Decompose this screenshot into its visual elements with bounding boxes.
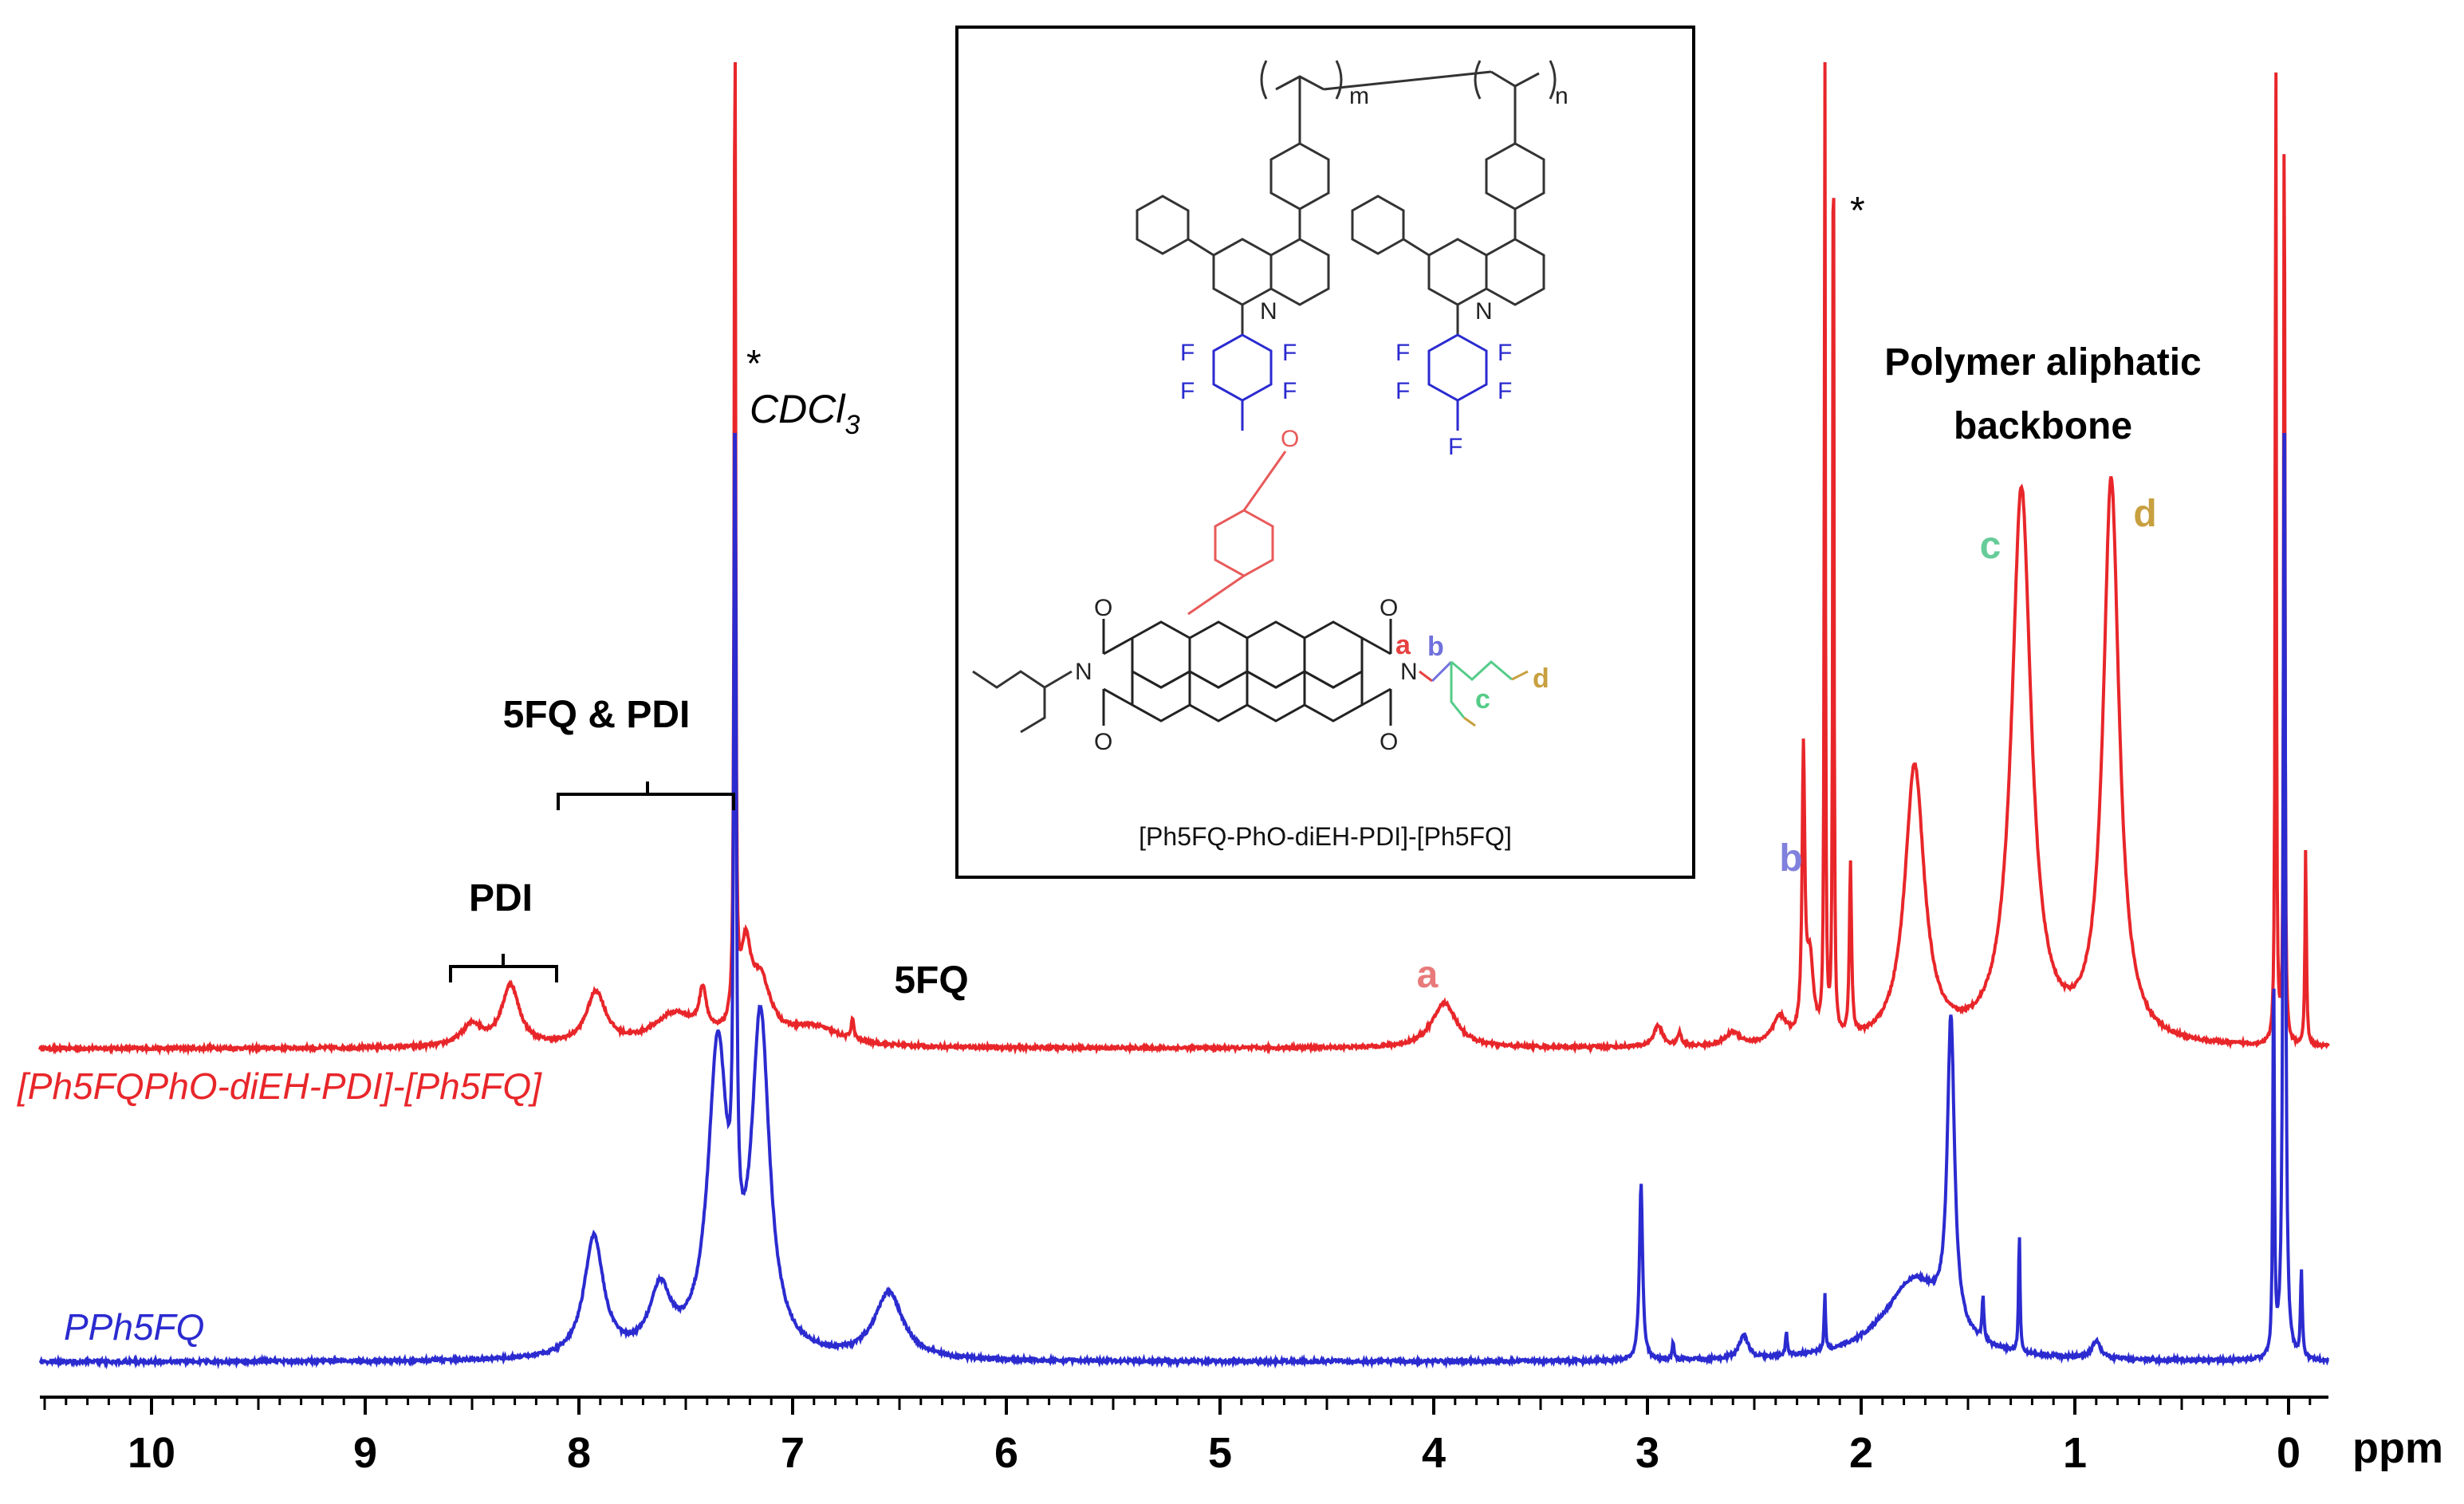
right-fluoro-ring — [1427, 333, 1488, 431]
svg-text:F: F — [1395, 378, 1410, 404]
inset-frame — [955, 26, 1695, 879]
svg-text:N: N — [1075, 659, 1092, 685]
svg-text:F: F — [1180, 340, 1195, 366]
left-fluoro-ring — [1212, 333, 1273, 431]
label-series-blue: PPh5FQ — [64, 1306, 204, 1348]
x-tick-label: 1 — [2063, 1429, 2087, 1477]
polymer-backbone — [1260, 60, 1557, 144]
label-5fq: 5FQ — [894, 959, 968, 1002]
x-tick-label: 0 — [2277, 1429, 2301, 1477]
x-tick-label: 3 — [1635, 1429, 1659, 1477]
svg-text:F: F — [1448, 434, 1462, 460]
left-quinoline-n: N — [1260, 298, 1277, 325]
x-tick-label: 2 — [1849, 1429, 1873, 1477]
imide-atoms: O O O O N N — [1075, 595, 1418, 755]
left-phenyl-ring — [1269, 142, 1330, 239]
label-cdcl3: CDCl3 — [750, 387, 860, 440]
label-peak-d: d — [2133, 493, 2156, 535]
x-tick-label: 7 — [781, 1429, 805, 1477]
label-aliphatic-2: backbone — [1954, 405, 2132, 447]
svg-text:F: F — [1180, 378, 1195, 404]
x-tick-label: 10 — [128, 1429, 175, 1477]
structure-inset: m n N F F F F O — [955, 26, 1695, 879]
structure-label-b: b — [1427, 632, 1444, 662]
label-star-cdcl3: * — [746, 343, 762, 385]
svg-text:F: F — [1282, 378, 1297, 404]
x-tick-label: 5 — [1208, 1429, 1232, 1477]
phenoxy-ring — [1187, 451, 1287, 616]
left-fluoro-atoms: F F F F — [1180, 340, 1297, 404]
label-star-solvent: * — [1850, 190, 1865, 232]
structure-label-a: a — [1395, 630, 1411, 660]
bracket-5fq-pdi — [557, 782, 735, 810]
inset-caption: [Ph5FQ-PhO-diEH-PDI]-[Ph5FQ] — [1139, 822, 1512, 851]
left-quinoline — [1136, 195, 1330, 335]
bracket-pdi — [449, 954, 558, 982]
label-peak-a: a — [1417, 954, 1439, 996]
svg-text:O: O — [1094, 595, 1112, 621]
right-phenyl-ring — [1485, 142, 1545, 239]
right-fluoro-atoms: F F F F F — [1395, 340, 1512, 460]
x-tick-label: 4 — [1422, 1429, 1446, 1477]
right-quinoline — [1351, 195, 1545, 335]
spectrum-line-red — [38, 61, 2330, 1057]
structure-label-d: d — [1533, 663, 1549, 694]
svg-text:O: O — [1094, 729, 1112, 755]
right-alkyl-chain — [1419, 660, 1529, 727]
structure-label-c: c — [1475, 684, 1490, 715]
svg-text:F: F — [1395, 340, 1410, 366]
subscript-n: n — [1555, 83, 1569, 109]
spectrum-line-blue — [38, 433, 2330, 1370]
x-axis-ticks: 10 9 8 7 6 5 4 3 2 1 0 — [43, 1397, 2312, 1477]
svg-text:O: O — [1380, 729, 1398, 755]
label-peak-b: b — [1779, 837, 1802, 880]
label-5fq-pdi: 5FQ & PDI — [503, 694, 691, 736]
x-tick-label: 8 — [567, 1429, 591, 1477]
svg-text:F: F — [1498, 340, 1512, 366]
label-peak-c: c — [1980, 525, 2002, 567]
subscript-m: m — [1349, 83, 1369, 109]
x-axis-unit: ppm — [2352, 1424, 2443, 1472]
x-tick-label: 9 — [353, 1429, 377, 1477]
right-quinoline-n: N — [1475, 298, 1493, 325]
svg-text:N: N — [1400, 659, 1418, 685]
svg-text:O: O — [1380, 595, 1398, 621]
label-pdi: PDI — [469, 877, 533, 919]
perylene-core — [1102, 619, 1392, 726]
left-alkyl-chain — [972, 670, 1073, 734]
ether-oxygen: O — [1281, 426, 1299, 452]
svg-text:F: F — [1282, 340, 1297, 366]
svg-text:F: F — [1498, 378, 1512, 404]
label-series-red: [Ph5FQPhO-diEH-PDI]-[Ph5FQ] — [17, 1065, 542, 1107]
label-aliphatic-1: Polymer aliphatic — [1884, 341, 2201, 384]
x-tick-label: 6 — [994, 1429, 1018, 1477]
